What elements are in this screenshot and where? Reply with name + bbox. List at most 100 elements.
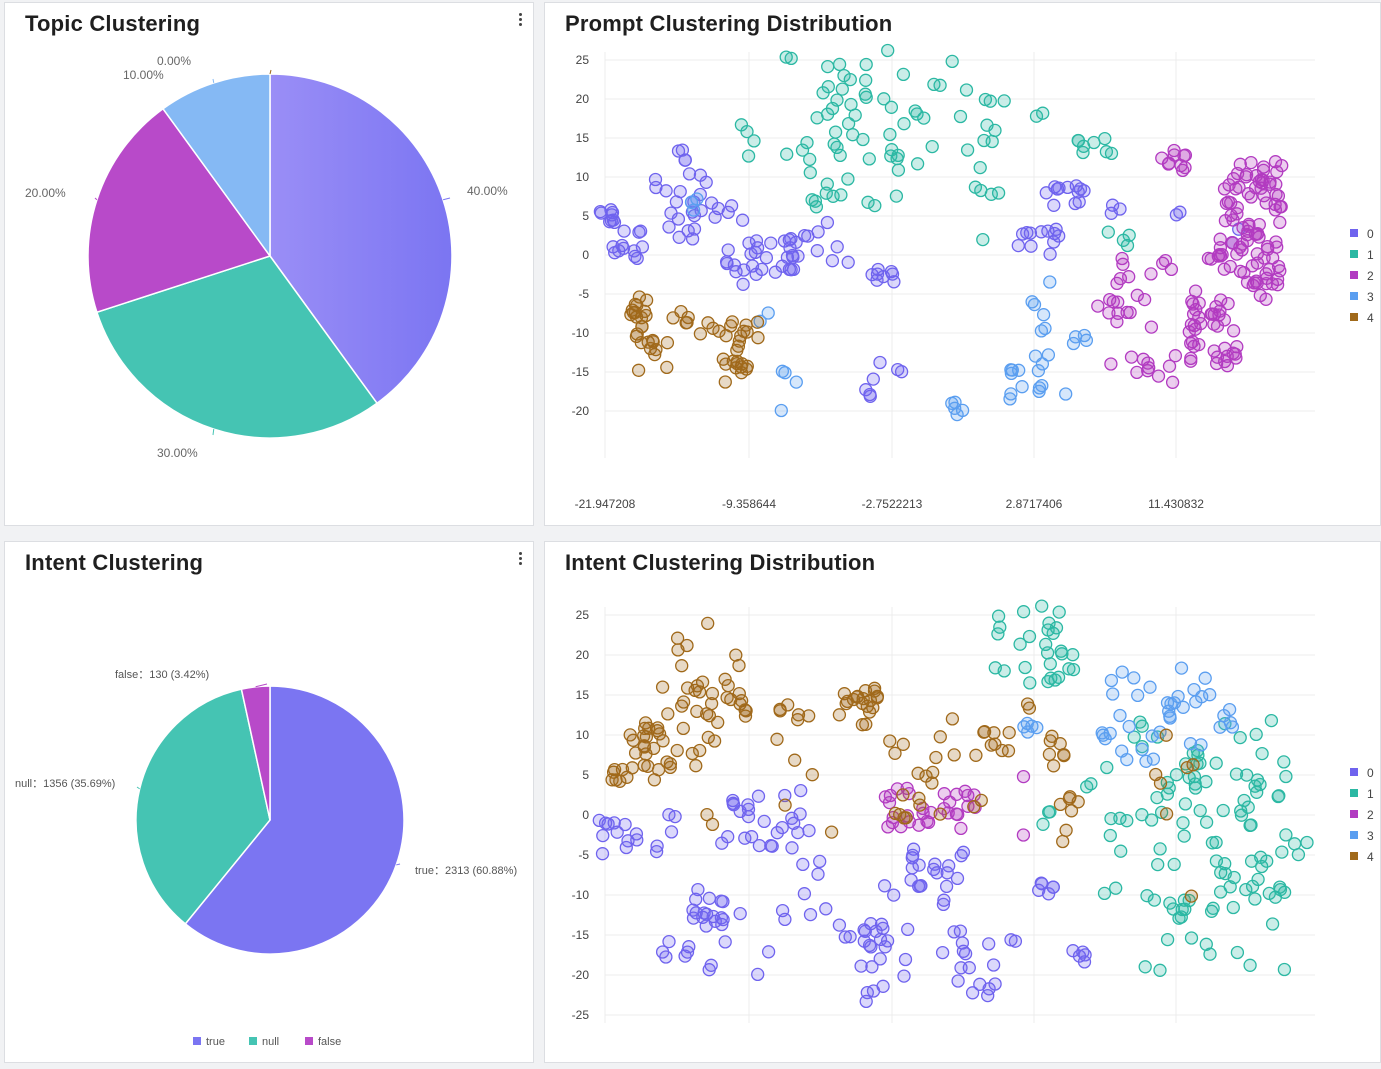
scatter-point: [876, 979, 890, 993]
scatter-point: [888, 746, 902, 760]
scatter-point: [686, 903, 700, 917]
scatter-point: [1277, 962, 1292, 977]
scatter-point: [991, 609, 1006, 623]
scatter-point: [819, 902, 833, 916]
scatter-point: [1185, 335, 1200, 349]
scatter-point: [1178, 797, 1193, 811]
y-tick-label: 25: [576, 608, 590, 622]
scatter-point: [1183, 737, 1198, 751]
scatter-point: [1098, 131, 1112, 146]
scatter-point: [637, 740, 652, 754]
scatter-point: [1226, 324, 1241, 338]
scatter-point: [732, 658, 746, 673]
scatter-point: [730, 354, 744, 369]
scatter-point: [1113, 708, 1127, 723]
scatter-point: [1016, 605, 1031, 619]
series-2: [1091, 143, 1289, 389]
scatter-point: [761, 945, 776, 959]
legend-swatch: [1350, 768, 1358, 776]
scatter-point: [1184, 931, 1199, 945]
intent-clustering-panel: Intent Clustering true：2313 (60.88%) null…: [4, 541, 534, 1063]
scatter-point: [1160, 775, 1174, 790]
scatter-point: [705, 817, 720, 832]
scatter-point: [1068, 330, 1083, 344]
scatter-point: [1194, 316, 1208, 331]
scatter-point: [796, 857, 810, 872]
scatter-point: [1153, 776, 1168, 790]
series-1: [734, 43, 1136, 253]
scatter-point: [619, 840, 633, 855]
scatter-point: [751, 789, 766, 803]
scatter-point: [859, 994, 873, 1009]
scatter-point: [704, 196, 719, 210]
scatter-point: [977, 725, 991, 739]
scatter-point: [1104, 811, 1118, 826]
scatter-point: [881, 820, 895, 834]
scatter-point: [1043, 657, 1057, 671]
legend-label: false: [318, 1036, 341, 1048]
scatter-point: [785, 841, 799, 855]
scatter-point: [841, 255, 855, 269]
scatter-point: [1120, 814, 1134, 828]
series-1: [988, 599, 1314, 977]
scatter-point: [685, 232, 700, 246]
scatter-point: [594, 206, 608, 220]
scatter-point: [1214, 293, 1228, 307]
scatter-point: [813, 854, 827, 869]
scatter-point: [1243, 958, 1257, 972]
y-tick-label: 15: [576, 131, 590, 145]
scatter-point: [939, 879, 954, 894]
scatter-point: [699, 919, 713, 933]
scatter-point: [779, 50, 793, 64]
scatter-point: [721, 205, 735, 220]
scatter-point: [976, 232, 990, 247]
scatter-point: [910, 157, 925, 171]
scatter-point: [1106, 687, 1120, 701]
scatter-point: [607, 762, 622, 777]
scatter-point: [861, 195, 875, 209]
series-2: [878, 769, 1031, 842]
scatter-point: [780, 147, 794, 161]
scatter-point: [1151, 857, 1165, 872]
scatter-point: [859, 57, 873, 72]
scatter-point: [832, 57, 847, 72]
scatter-point: [898, 952, 913, 967]
scatter-point: [1103, 828, 1117, 843]
scatter-point: [1165, 375, 1180, 389]
scatter-point: [1071, 134, 1086, 148]
scatter-point: [618, 817, 632, 832]
scatter-point: [761, 306, 775, 320]
scatter-point: [736, 277, 750, 291]
scatter-point: [1207, 344, 1221, 358]
scatter-point: [634, 335, 648, 350]
scatter-point: [768, 265, 783, 279]
y-tick-label: -10: [572, 888, 590, 902]
scatter-point: [991, 186, 1006, 200]
legend-label: 4: [1367, 850, 1374, 864]
scatter-point: [920, 814, 934, 829]
more-vertical-icon[interactable]: [517, 552, 523, 568]
label-leader: [94, 197, 98, 201]
scatter-point: [741, 149, 756, 163]
label-leader: [136, 786, 140, 790]
scatter-point: [1177, 829, 1191, 843]
scatter-point: [724, 199, 739, 213]
scatter-point: [1109, 881, 1123, 895]
scatter-point: [695, 675, 710, 689]
scatter-point: [1144, 320, 1159, 334]
scatter-point: [1066, 662, 1081, 677]
scatter-point: [655, 680, 670, 694]
scatter-point: [701, 316, 715, 330]
scatter-point: [863, 389, 877, 403]
scatter-point: [982, 937, 996, 951]
scatter-point: [1143, 680, 1157, 694]
more-vertical-icon[interactable]: [517, 13, 523, 29]
scatter-point: [1059, 823, 1073, 837]
scatter-point: [662, 808, 676, 822]
scatter-point: [794, 783, 808, 798]
y-tick-label: 10: [576, 728, 590, 742]
scatter-point: [596, 828, 610, 843]
scatter-point: [678, 153, 692, 167]
legend-label: 2: [1367, 808, 1374, 822]
scatter-point: [1046, 626, 1060, 640]
